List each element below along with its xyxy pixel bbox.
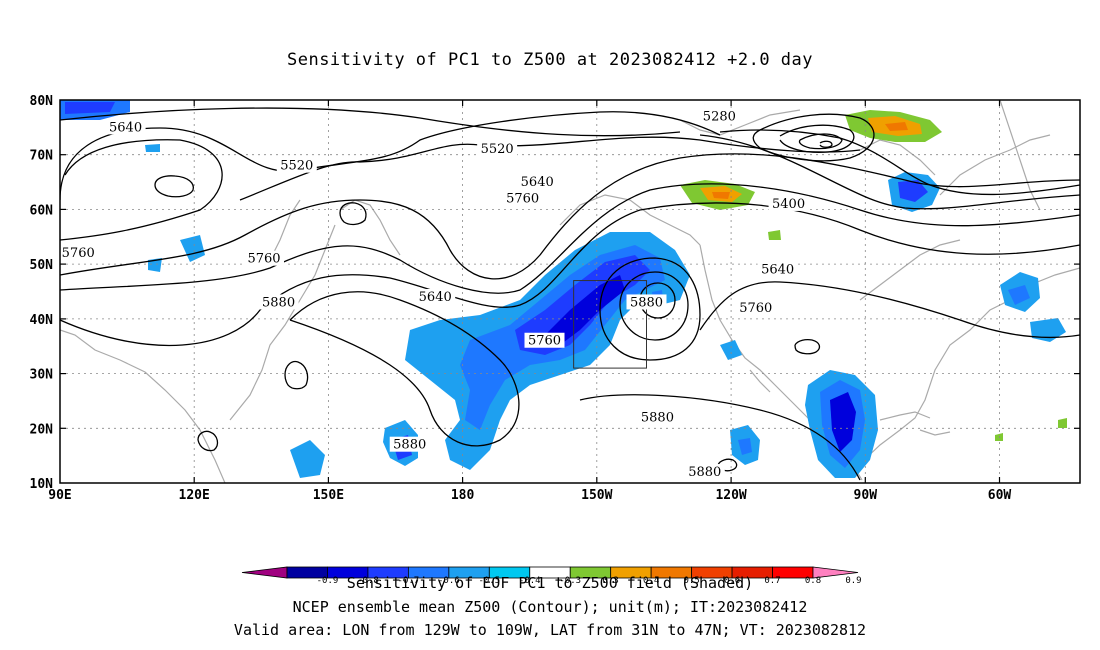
- lon-label: 150W: [581, 488, 612, 503]
- footer-valid-area: Valid area: LON from 129W to 109W, LAT f…: [233, 621, 867, 639]
- lat-label: 70N: [30, 149, 54, 164]
- contour-label-bg: [517, 174, 558, 190]
- contour-label: 5400: [772, 197, 805, 212]
- contour-label-bg: [735, 299, 776, 315]
- lon-label: 90W: [854, 488, 878, 503]
- colorbar-tick-label: -0.7: [398, 576, 420, 586]
- contour-label: 5640: [419, 290, 452, 305]
- colorbar-tick-label: -0.5: [478, 576, 500, 586]
- contour-label-bg: [768, 195, 809, 211]
- contour-label-bg: [477, 141, 518, 157]
- lon-label: 180: [451, 488, 475, 503]
- colorbar-tick-label: 0.4: [643, 576, 659, 586]
- lon-label: 90E: [48, 488, 71, 503]
- contour-label: 5640: [521, 175, 554, 190]
- contour-label: 5760: [739, 301, 772, 316]
- colorbar-tick-label: 0.6: [724, 576, 740, 586]
- contour-label: 5880: [630, 295, 663, 310]
- grid-lines: [60, 100, 1080, 483]
- contour-label: 5520: [280, 159, 313, 174]
- contour-label: 5760: [247, 252, 280, 267]
- contour-label-bg: [637, 409, 678, 425]
- contour-label-bg: [684, 464, 725, 480]
- contour-label: 5880: [393, 438, 426, 453]
- contour-label-bg: [524, 332, 565, 348]
- colorbar-tick-label: -0.4: [519, 576, 541, 586]
- latitude-axis: 80N 70N 60N 50N 40N 30N 20N 10N: [30, 94, 54, 492]
- lon-label: 120W: [715, 488, 746, 503]
- contour-label-bg: [699, 108, 740, 124]
- longitude-ticks: [193, 100, 1001, 483]
- contour-label-bg: [626, 294, 667, 310]
- contour-label-bg: [389, 436, 430, 452]
- z500-contours: [60, 107, 1080, 481]
- longitude-axis: 90E 120E 150E 180 150W 120W 90W 60W: [48, 488, 1011, 503]
- contour-label: 5640: [761, 263, 794, 278]
- contour-label: 5880: [688, 465, 721, 480]
- colorbar-tick-label: 0.9: [845, 576, 861, 586]
- colorbar-tick-label: -0.8: [357, 576, 379, 586]
- footer-shaded-description: Sensitivity of EOF PC1 to Z500 field (Sh…: [346, 574, 754, 592]
- contour-label: 5520: [481, 142, 514, 157]
- contour-label-bg: [258, 294, 299, 310]
- lon-label: 60W: [988, 488, 1012, 503]
- page-title: Sensitivity of PC1 to Z500 at 2023082412…: [286, 50, 813, 70]
- lat-label: 60N: [30, 203, 54, 218]
- colorbar-over-triangle: [812, 566, 859, 579]
- lon-label: 120E: [179, 488, 210, 503]
- lat-label: 10N: [30, 477, 54, 492]
- lon-label: 150E: [313, 488, 344, 503]
- contour-label-bg: [502, 190, 543, 206]
- contour-label: 5760: [506, 191, 539, 206]
- contour-label: 5760: [62, 246, 95, 261]
- lat-label: 30N: [30, 368, 54, 383]
- lat-label: 50N: [30, 258, 54, 273]
- footer-contour-description: NCEP ensemble mean Z500 (Contour); unit(…: [292, 598, 808, 616]
- lat-label: 80N: [30, 94, 54, 109]
- valid-area-box: [573, 280, 648, 369]
- map-frame: [59, 99, 1081, 484]
- contour-label-bg: [757, 261, 798, 277]
- contour-label: 5280: [703, 109, 736, 124]
- colorbar-tick-label: 0.7: [764, 576, 780, 586]
- contour-label: 5880: [262, 295, 295, 310]
- contour-label-bg: [276, 157, 317, 173]
- contour-label: 5760: [528, 334, 561, 349]
- colorbar-tick-label: 0.5: [683, 576, 699, 586]
- colorbar-tick-label: 0.8: [805, 576, 821, 586]
- sensitivity-shading: [60, 100, 1067, 478]
- lat-label: 40N: [30, 313, 54, 328]
- latitude-ticks: [60, 154, 1080, 429]
- contour-label-bg: [58, 245, 99, 261]
- contour-label-bg: [415, 288, 456, 304]
- contour-label-bg: [105, 119, 146, 135]
- lat-label: 20N: [30, 422, 54, 437]
- colorbar-tick-label: -0.3: [559, 576, 581, 586]
- contour-label: 5640: [109, 120, 142, 135]
- contour-label-bg: [244, 250, 284, 266]
- colorbar-tick-label: 0.3: [603, 576, 619, 586]
- colorbar: -0.9 -0.8 -0.7 -0.6 -0.5 -0.4 -0.3 0.3 0.4 0.5 0.6…: [241, 566, 862, 586]
- colorbar-tick-label: -0.9: [317, 576, 339, 586]
- colorbar-tick-label: -0.6: [438, 576, 460, 586]
- contour-label: 5880: [641, 410, 674, 425]
